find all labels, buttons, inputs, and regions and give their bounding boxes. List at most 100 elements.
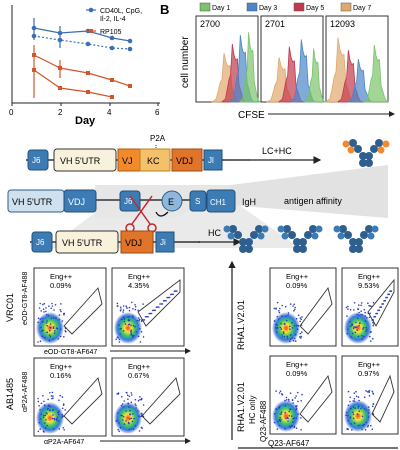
cell-dot: [61, 415, 63, 418]
series-blue-point: [57, 30, 63, 36]
cell-dot: [345, 414, 347, 417]
cell-dot: [128, 406, 130, 408]
cell-dot: [364, 320, 367, 322]
series-orange-point: [110, 78, 114, 82]
cell-dot: [59, 335, 62, 338]
cell-dot: [353, 400, 356, 403]
cell-dot: [117, 428, 119, 431]
cell-dot: [171, 293, 173, 296]
cell-dot: [370, 425, 372, 427]
cell-dot: [134, 308, 137, 311]
cell-dot: [153, 309, 155, 312]
cell-dot: [293, 308, 296, 311]
cell-dot: [299, 320, 301, 323]
lc-hc-label: LC+HC: [262, 146, 292, 156]
cell-dot: [350, 336, 352, 338]
cell-dot: [289, 328, 291, 331]
cell-dot: [63, 336, 65, 338]
cell-dot: [358, 314, 360, 316]
cell-dot: [358, 325, 360, 327]
cell-dot: [57, 413, 60, 416]
cell-dot: [140, 413, 143, 415]
histogram-subpanel: 2700: [195, 15, 261, 103]
cell-dot: [358, 410, 361, 413]
legend-label: RP105: [100, 29, 122, 36]
cell-dot: [134, 403, 136, 405]
antibody-icon: [342, 139, 390, 167]
cell-dot: [354, 331, 357, 334]
cell-dot: [47, 404, 50, 407]
cell-dot: [119, 328, 121, 331]
cell-dot: [368, 409, 370, 411]
cell-dot: [294, 340, 297, 342]
cell-dot: [130, 333, 133, 336]
legend-label: Day 3: [259, 5, 277, 12]
legend-swatch: [293, 2, 305, 12]
cell-dot: [369, 335, 371, 338]
cell-dot: [367, 426, 369, 428]
cell-dot: [49, 323, 52, 325]
cell-dot: [49, 335, 52, 338]
cell-dot: [366, 391, 369, 393]
cell-dot: [126, 307, 128, 309]
cell-dot: [37, 430, 40, 433]
antibody-icons: [223, 139, 390, 253]
cell-dot: [37, 341, 39, 343]
cell-dot: [135, 331, 137, 333]
panel-b: B Day 1 Day 3 Day 5 Day 7 cell number CFSE …: [160, 2, 395, 121]
cell-dot: [346, 332, 349, 335]
cell-dot: [283, 332, 285, 335]
cell-dot: [137, 309, 139, 312]
cell-dot: [368, 395, 371, 397]
cell-dot: [50, 307, 52, 310]
cell-dot: [288, 415, 291, 417]
cell-dot: [352, 327, 355, 330]
cell-dot: [127, 319, 130, 322]
cell-dot: [299, 332, 302, 335]
cell-dot: [284, 404, 287, 407]
cell-dot: [355, 321, 357, 324]
cell-dot: [46, 325, 48, 327]
cell-dot: [117, 337, 119, 339]
cell-dot: [294, 333, 297, 336]
cell-dot: [280, 411, 283, 414]
cell-dot: [369, 340, 372, 342]
cell-dot: [287, 312, 290, 314]
cell-dot: [363, 423, 365, 426]
cell-dot: [279, 307, 281, 310]
cell-dot: [139, 341, 142, 343]
cell-dot: [52, 327, 55, 330]
series-orange-point: [128, 84, 132, 88]
gate-label: Eng++: [50, 272, 73, 281]
panel-b-legend: Day 1 Day 3 Day 5 Day 7: [199, 2, 371, 12]
legend-swatch: [199, 2, 211, 12]
gate-percent: 0.09%: [286, 281, 308, 290]
cell-dot: [127, 402, 130, 405]
gate-label: Eng++: [50, 362, 73, 371]
cell-dot: [364, 311, 367, 314]
series-orange-points: [32, 53, 132, 99]
cell-dot: [273, 421, 276, 424]
cell-dot: [140, 426, 143, 429]
panel-b-xlabel: CFSE: [238, 110, 265, 121]
cell-dot: [300, 400, 303, 402]
flow-plot: Eng++0.97%: [341, 355, 399, 435]
cell-dot: [149, 312, 152, 315]
series-orange-line: [33, 54, 131, 87]
cell-dot: [281, 336, 284, 338]
cell-dot: [167, 296, 170, 299]
segment-label: Ji: [160, 238, 166, 247]
gate-polygon: [371, 374, 395, 423]
cell-dot: [135, 407, 137, 409]
histogram-peak: [239, 32, 261, 103]
segment-label: VH 5'UTR: [12, 197, 53, 207]
segment-label: E: [168, 197, 174, 207]
cell-dot: [370, 331, 373, 333]
cell-dot: [42, 320, 44, 323]
cell-dot: [125, 305, 127, 308]
cell-dot: [143, 319, 146, 321]
cell-dot: [358, 304, 360, 306]
series-orange-point: [86, 71, 90, 75]
